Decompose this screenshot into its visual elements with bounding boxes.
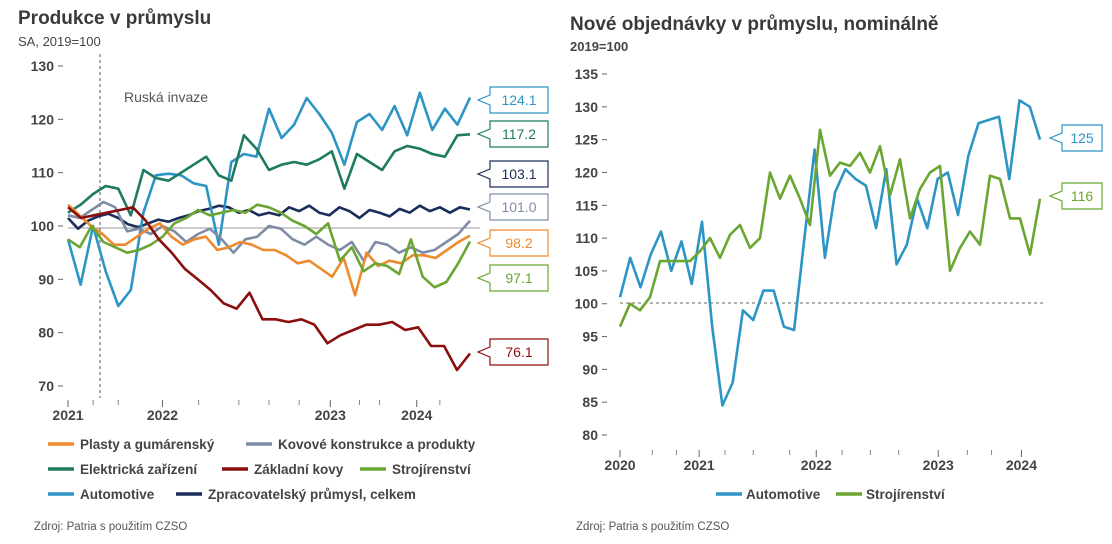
right-x-tick-label: 2020 xyxy=(604,457,635,473)
left-value-callouts: 103.1 124.1 117.2 101.0 98.2 97.1 76.1 xyxy=(476,86,549,366)
right-y-tick-label: 110 xyxy=(575,230,598,246)
legend-label-right-automotive: Automotive xyxy=(746,487,821,502)
left-callout-value: 124.1 xyxy=(501,92,536,108)
right-y-tick-label: 90 xyxy=(582,361,598,377)
left-callout-box xyxy=(476,86,549,114)
left-series-line-strojirenstvi xyxy=(67,203,472,289)
left-series-line-zpracovatelsky-prumysl-celkem xyxy=(67,204,471,230)
left-callout-value: 97.1 xyxy=(505,270,532,286)
legend-label-zakladni: Základní kovy xyxy=(254,462,344,477)
left-callout-value: 117.2 xyxy=(502,126,536,142)
left-series-line-kovove-konstrukce-a-produkty xyxy=(67,200,471,263)
left-chart: Produkce v průmyslu SA, 2019=100 1301201… xyxy=(18,8,549,423)
right-x-tick-label: 2022 xyxy=(801,457,832,473)
right-callout-box xyxy=(1048,124,1103,152)
left-series-line-automotive xyxy=(66,91,472,308)
left-callout-elektricka-zarizeni: 117.2 xyxy=(476,120,549,148)
right-y-tick-label: 135 xyxy=(575,66,599,82)
left-callout-box xyxy=(476,120,549,148)
left-series-line-zakladni-kovy xyxy=(67,206,472,372)
left-series-lines xyxy=(66,91,472,372)
left-callout-zpracovatelsky-prumysl-celkem: 103.1 xyxy=(476,160,549,188)
left-y-tick-label: 80 xyxy=(38,325,54,341)
right-x-axis: 2020 2021 2022 2023 2024 xyxy=(604,450,1037,473)
right-x-tick-label: 2023 xyxy=(923,457,954,473)
legend-label-plasty: Plasty a gumárenský xyxy=(80,437,215,452)
right-legend: Automotive Strojírenství xyxy=(716,487,946,502)
left-y-tick-label: 130 xyxy=(31,58,55,74)
left-callout-kovove-konstrukce-a-produkty: 101.0 xyxy=(476,193,549,221)
legend-label-kovove: Kovové konstrukce a produkty xyxy=(278,437,476,452)
left-y-tick-label: 100 xyxy=(31,218,55,234)
left-source: Zdroj: Patria s použitím CZSO xyxy=(34,521,187,533)
right-y-tick-label: 105 xyxy=(575,263,599,279)
right-callout-box xyxy=(1048,182,1103,210)
left-x-tick-label: 2023 xyxy=(315,407,346,423)
right-y-tick-label: 85 xyxy=(582,394,598,410)
right-series-line-strojirenstvi xyxy=(618,128,1042,328)
legend-label-right-strojirenstvi: Strojírenství xyxy=(866,487,946,502)
left-series-line-elektricka-zarizeni xyxy=(67,133,471,217)
left-callout-box xyxy=(476,264,549,292)
right-chart: Nové objednávky v průmyslu, nominálně 20… xyxy=(570,14,1103,473)
legend-label-elektricka: Elektrická zařízení xyxy=(80,462,198,477)
right-chart-subtitle: 2019=100 xyxy=(570,39,628,54)
left-y-axis: 130 120 110 100 90 80 70 xyxy=(31,58,63,394)
legend-label-automotive: Automotive xyxy=(80,487,155,502)
left-x-axis: 2021 2022 2023 2024 xyxy=(52,400,441,423)
left-series-line-plasty-a-gumarensky xyxy=(67,203,471,297)
left-x-tick-label: 2024 xyxy=(401,407,432,423)
left-callout-box xyxy=(476,193,549,221)
right-callout-value: 116 xyxy=(1071,188,1094,204)
right-y-tick-label: 125 xyxy=(575,132,599,148)
left-callout-value: 101.0 xyxy=(501,199,536,215)
left-callout-value: 76.1 xyxy=(505,344,532,360)
left-y-tick-label: 70 xyxy=(38,378,54,394)
right-chart-title: Nové objednávky v průmyslu, nominálně xyxy=(570,14,939,35)
right-y-tick-label: 100 xyxy=(575,296,599,312)
right-y-tick-label: 130 xyxy=(575,99,599,115)
right-series-lines xyxy=(618,99,1042,407)
left-chart-title: Produkce v průmyslu xyxy=(18,8,211,29)
right-callout-strojirenstvi: 116 xyxy=(1048,182,1103,210)
left-callout-box xyxy=(476,160,549,188)
left-callout-zakladni-kovy: 76.1 xyxy=(476,338,549,366)
right-value-callouts: 125 116 xyxy=(1048,124,1103,210)
left-x-tick-label: 2022 xyxy=(147,407,178,423)
right-y-axis: 135 130 125 120 115 110 105 100 95 90 85 80 xyxy=(575,66,607,443)
invasion-annotation: Ruská invaze xyxy=(124,89,208,105)
right-y-tick-label: 95 xyxy=(582,329,598,345)
left-y-tick-label: 110 xyxy=(31,165,54,181)
left-callout-value: 103.1 xyxy=(501,166,536,182)
right-x-tick-label: 2021 xyxy=(684,457,715,473)
left-y-tick-label: 120 xyxy=(31,111,55,127)
legend-label-strojirenstvi: Strojírenství xyxy=(392,462,472,477)
left-callout-box xyxy=(476,338,549,366)
right-y-tick-label: 120 xyxy=(575,164,599,180)
right-x-tick-label: 2024 xyxy=(1006,457,1037,473)
left-callout-strojirenstvi: 97.1 xyxy=(476,264,549,292)
left-x-tick-label: 2021 xyxy=(52,407,83,423)
left-chart-subtitle: SA, 2019=100 xyxy=(18,34,101,49)
left-callout-value: 98.2 xyxy=(505,235,532,251)
left-y-tick-label: 90 xyxy=(38,271,54,287)
right-series-line-automotive xyxy=(618,99,1042,407)
left-callout-automotive: 124.1 xyxy=(476,86,549,114)
right-y-tick-label: 115 xyxy=(575,197,598,213)
right-source: Zdroj: Patria s použitím CZSO xyxy=(576,521,729,533)
legend-label-zpracovatelsky: Zpracovatelský průmysl, celkem xyxy=(208,487,416,502)
left-legend: Plasty a gumárenský Kovové konstrukce a … xyxy=(48,437,476,502)
right-callout-value: 125 xyxy=(1070,130,1094,146)
right-callout-automotive: 125 xyxy=(1048,124,1103,152)
right-y-tick-label: 80 xyxy=(582,427,598,443)
left-callout-box xyxy=(476,229,549,257)
left-callout-plasty-a-gumarensky: 98.2 xyxy=(476,229,549,257)
